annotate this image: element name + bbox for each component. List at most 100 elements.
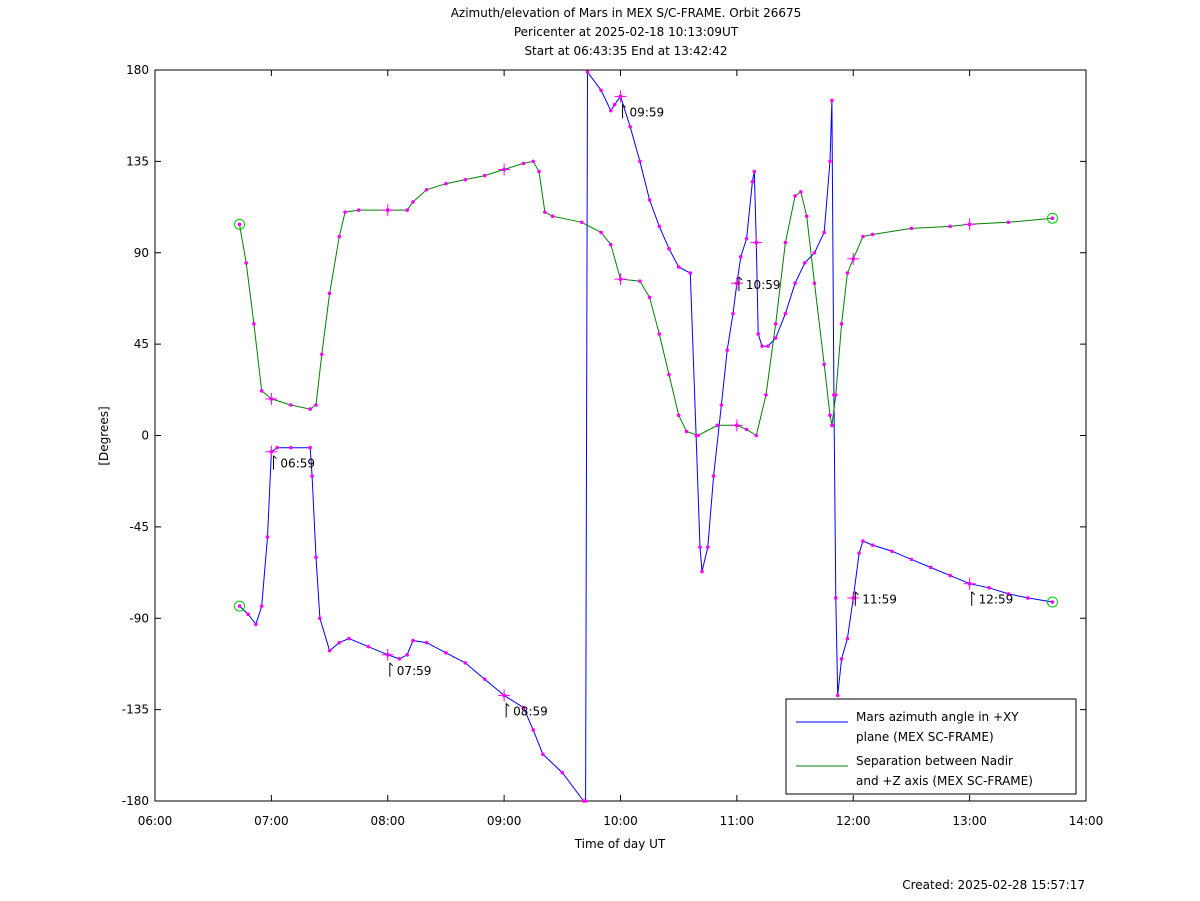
hour-point-separation	[237, 222, 242, 227]
annotation-label: 12:59	[979, 593, 1014, 607]
annotation-label: 11:59	[862, 593, 897, 607]
data-point-separation	[308, 407, 312, 411]
data-point-azimuth	[828, 159, 832, 164]
data-point-azimuth	[719, 403, 724, 407]
annotation-label: 06:59	[280, 457, 315, 471]
data-point-azimuth	[688, 271, 693, 275]
data-point-azimuth	[411, 638, 415, 643]
annotations: 06:59 07:59 08:59 09:59 10:59 11:59 12:59	[272, 104, 1014, 718]
data-point-azimuth	[766, 344, 770, 348]
annotation-arrow	[389, 662, 394, 667]
y-tick-label: -135	[122, 703, 149, 717]
x-tick-label: 06:00	[138, 814, 173, 828]
hour-point-azimuth	[385, 653, 390, 657]
data-point-separation	[531, 159, 536, 164]
data-point-azimuth	[482, 677, 487, 681]
data-point-separation	[948, 224, 953, 229]
chart-pericenter: Pericenter at 2025-02-18 10:13:09UT	[514, 25, 739, 39]
data-point-separation	[288, 403, 293, 407]
data-point-azimuth	[397, 657, 402, 661]
data-point-azimuth	[756, 332, 761, 336]
hour-point-separation	[1050, 216, 1055, 221]
data-point-separation	[812, 281, 817, 286]
data-point-azimuth	[711, 474, 716, 478]
data-point-azimuth	[845, 636, 850, 641]
data-point-azimuth	[752, 169, 757, 174]
data-point-azimuth	[254, 622, 258, 627]
data-point-azimuth	[783, 311, 788, 316]
data-point-azimuth	[802, 261, 807, 265]
data-point-azimuth	[259, 604, 264, 608]
data-point-separation	[828, 413, 832, 417]
data-point-separation	[521, 161, 526, 166]
x-tick-label: 07:00	[254, 814, 289, 828]
data-point-separation	[1006, 220, 1011, 225]
data-point-separation	[804, 214, 809, 218]
series-lines	[239, 70, 1053, 802]
data-point-separation	[833, 393, 838, 397]
x-axis-label: Time of day UT	[574, 837, 666, 851]
annotation-label: 09:59	[630, 105, 665, 119]
data-point-azimuth	[698, 545, 702, 549]
data-point-separation	[244, 261, 248, 265]
data-point-azimuth	[839, 657, 844, 661]
data-point-azimuth	[628, 125, 632, 129]
annotation-arrow	[273, 455, 277, 460]
y-tick-label: 45	[134, 337, 149, 351]
hour-point-separation	[385, 208, 390, 212]
data-point-separation	[550, 214, 555, 218]
x-tick-label: 08:00	[370, 814, 405, 828]
x-tick-label: 12:00	[836, 814, 871, 828]
data-point-separation	[252, 322, 256, 326]
data-point-azimuth	[288, 445, 293, 450]
data-point-separation	[343, 210, 347, 214]
data-point-azimuth	[366, 644, 371, 649]
data-point-separation	[684, 429, 689, 434]
hour-point-azimuth	[502, 693, 506, 698]
x-tick-label: 09:00	[487, 814, 522, 828]
data-point-separation	[320, 352, 324, 357]
annotation-label: 10:59	[746, 278, 781, 292]
data-point-azimuth	[870, 543, 875, 547]
data-point-azimuth	[835, 693, 840, 698]
data-point-separation	[764, 393, 768, 397]
data-point-azimuth	[585, 70, 590, 74]
data-point-separation	[337, 234, 342, 239]
data-point-azimuth	[308, 445, 312, 450]
data-point-separation	[783, 240, 788, 245]
data-point-azimuth	[705, 545, 710, 549]
y-tick-label: -90	[129, 611, 149, 625]
data-point-azimuth	[541, 752, 545, 757]
data-point-separation	[638, 279, 642, 283]
data-point-separation	[754, 433, 759, 438]
data-point-azimuth	[773, 336, 778, 340]
endpoint-separation	[234, 218, 246, 230]
data-point-separation	[609, 242, 613, 247]
data-point-separation	[799, 190, 803, 194]
data-point-separation	[327, 291, 332, 296]
data-point-separation	[822, 362, 826, 367]
y-tick-label: 180	[126, 63, 149, 77]
hour-point-azimuth	[735, 281, 739, 286]
data-point-azimuth	[246, 612, 250, 616]
annotation-arrow	[738, 276, 743, 281]
data-point-azimuth	[657, 224, 662, 229]
data-point-separation	[463, 177, 468, 182]
endpoint-separation	[1046, 212, 1058, 224]
plot-frame	[154, 69, 1087, 802]
x-tick-label: 10:00	[603, 814, 638, 828]
data-point-separation	[830, 423, 834, 428]
data-point-separation	[667, 372, 671, 377]
legend-label-azimuth-1: Mars azimuth angle in +XY	[856, 710, 1019, 724]
hour-point-azimuth	[269, 449, 274, 454]
endpoint-azimuth	[1046, 596, 1058, 608]
data-point-azimuth	[337, 640, 342, 645]
data-point-azimuth	[1026, 596, 1030, 600]
created-timestamp: Created: 2025-02-28 15:57:17	[902, 878, 1085, 892]
hour-point-azimuth	[237, 604, 242, 608]
data-point-azimuth	[347, 636, 351, 641]
data-point-azimuth	[738, 255, 743, 259]
data-point-separation	[744, 427, 749, 432]
data-point-separation	[444, 181, 448, 186]
